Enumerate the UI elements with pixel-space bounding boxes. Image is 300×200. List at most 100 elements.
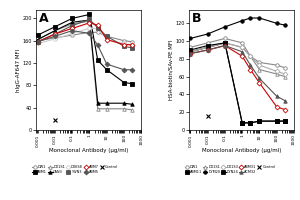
DW1 [189, 46, 192, 49]
ABM31 [249, 68, 252, 71]
DYN24 [206, 44, 209, 47]
ACM32 [189, 52, 192, 55]
CAN3 [70, 21, 74, 23]
ABM1 [96, 59, 100, 61]
ABM1 [70, 17, 74, 20]
ABM7 [36, 41, 40, 43]
DX6S8 [53, 38, 57, 40]
DX6S8 [70, 32, 74, 35]
DW1 [122, 39, 126, 42]
CAN3 [130, 103, 134, 106]
YWN3 [36, 41, 40, 43]
DW1 [275, 64, 278, 66]
DX6S8 [88, 27, 91, 30]
ABM11 [206, 46, 209, 49]
DX1S1 [70, 23, 74, 25]
Line: ACM32: ACM32 [189, 44, 287, 102]
ABM5 [122, 69, 126, 71]
ACM32 [223, 44, 227, 47]
DW1 [283, 67, 287, 69]
DX1S1 [206, 46, 209, 49]
DX1S1 [240, 46, 244, 49]
ABM5 [130, 69, 134, 71]
Line: DX1S1: DX1S1 [189, 41, 287, 78]
DW1 [36, 39, 40, 42]
Y-axis label: HSA-biotin/SAv-PE MFI: HSA-biotin/SAv-PE MFI [169, 40, 174, 100]
Line: DW1: DW1 [189, 37, 287, 70]
ABM31 [283, 108, 287, 111]
DW1 [53, 37, 57, 39]
DYN24 [275, 120, 278, 122]
Line: DW1: DW1 [36, 31, 134, 44]
ABM7 [70, 27, 74, 30]
DX1S3 [223, 42, 227, 44]
DYM20 [283, 24, 287, 26]
YWN3 [122, 45, 126, 47]
DYN24 [258, 120, 261, 122]
Y-axis label: hIgG-AF647 MFI: hIgG-AF647 MFI [16, 48, 21, 92]
CAN3 [122, 102, 126, 104]
DYN24 [240, 122, 244, 124]
Line: YWN3: YWN3 [36, 18, 134, 50]
CAN3 [53, 29, 57, 32]
DX1S1 [53, 29, 57, 32]
DW1 [70, 34, 74, 36]
ABM7 [96, 24, 100, 26]
Line: DX1S1: DX1S1 [36, 19, 134, 112]
DX1S1 [189, 51, 192, 53]
CAN3 [105, 102, 109, 104]
Line: ABM1: ABM1 [36, 13, 134, 85]
DYM20 [240, 19, 244, 22]
ABM1 [105, 69, 109, 71]
DX1S1 [36, 38, 40, 41]
ACM32 [283, 99, 287, 102]
Line: DX1S3: DX1S3 [189, 41, 287, 76]
ABM11 [275, 120, 278, 122]
DX1S1 [283, 75, 287, 78]
Line: ABM5: ABM5 [36, 29, 134, 71]
X-axis label: Monoclonal Antibody (μg/ml): Monoclonal Antibody (μg/ml) [49, 148, 128, 153]
Text: A: A [39, 12, 49, 25]
DX6S8 [122, 42, 126, 45]
YWN3 [70, 24, 74, 27]
ABM5 [88, 32, 91, 35]
ABM7 [130, 43, 134, 46]
DX6S8 [96, 27, 100, 30]
Legend: DW1, ABM1, DX1S1, CAN3, DX6S8, YWN3, ABM7, ABM5, Control: DW1, ABM1, DX1S1, CAN3, DX6S8, YWN3, ABM… [32, 165, 118, 174]
YWN3 [130, 47, 134, 49]
ACM32 [240, 51, 244, 53]
Line: ABM11: ABM11 [189, 41, 287, 125]
DX1S3 [206, 46, 209, 49]
ACM32 [258, 77, 261, 80]
ABM7 [53, 33, 57, 35]
ABM5 [36, 41, 40, 43]
Line: DYN24: DYN24 [189, 41, 287, 125]
X-axis label: Monoclonal Antibody (μg/ml): Monoclonal Antibody (μg/ml) [202, 148, 281, 153]
DX1S1 [88, 20, 91, 22]
DX1S3 [249, 55, 252, 57]
DX6S8 [130, 44, 134, 46]
Legend: DW1, ABM11, DX1S1, DYM20, DX1S3, DYN24, ABM31, ACM32, Control: DW1, ABM11, DX1S1, DYM20, DX1S3, DYN24, … [185, 165, 275, 174]
DX1S1 [223, 42, 227, 44]
DYM20 [189, 37, 192, 40]
ABM5 [53, 35, 57, 37]
DYM20 [249, 17, 252, 19]
ABM1 [53, 26, 57, 28]
ABM5 [105, 63, 109, 65]
ABM7 [122, 43, 126, 46]
Line: CAN3: CAN3 [36, 18, 134, 106]
DX1S3 [275, 70, 278, 73]
DW1 [130, 41, 134, 43]
DW1 [240, 42, 244, 44]
DX1S1 [275, 73, 278, 75]
DX6S8 [36, 42, 40, 45]
DX1S1 [105, 108, 109, 110]
DYN24 [249, 122, 252, 124]
ABM11 [249, 122, 252, 124]
ACM32 [249, 64, 252, 66]
ABM5 [70, 29, 74, 32]
DX1S3 [189, 51, 192, 53]
DYM20 [258, 17, 261, 19]
ABM11 [189, 51, 192, 53]
DW1 [105, 35, 109, 37]
